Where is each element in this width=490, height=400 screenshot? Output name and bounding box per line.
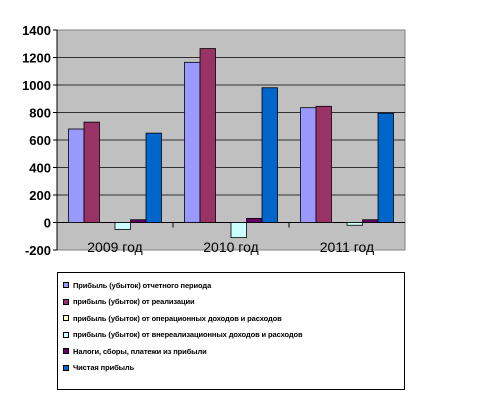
legend-swatch <box>63 331 69 338</box>
category-label: 2011 год <box>320 239 374 255</box>
bar <box>145 132 162 223</box>
legend-item: Чистая прибыль <box>63 361 134 375</box>
y-tick-label: 1000 <box>22 78 51 93</box>
category-label: 2010 год <box>203 239 258 255</box>
y-tick-label: 200 <box>29 188 51 203</box>
y-tick-label: 1400 <box>22 23 51 38</box>
bar <box>315 105 332 223</box>
legend-label: Прибыль (убыток) отчетного периода <box>73 280 212 290</box>
y-tick-label: 0 <box>44 216 51 231</box>
bar <box>246 217 263 223</box>
bar <box>199 48 216 223</box>
y-tick-label: 1200 <box>22 51 51 66</box>
legend-item: Налоги, сборы, платежи из прибыли <box>63 344 207 358</box>
bar <box>362 219 379 223</box>
legend-item: прибыль (убыток) от внереализационных до… <box>63 328 303 342</box>
y-tick-label: 600 <box>29 133 51 148</box>
y-tick-label: 400 <box>29 161 51 176</box>
y-tick-label: 800 <box>29 106 51 121</box>
legend-item: Прибыль (убыток) отчетного периода <box>63 278 211 292</box>
legend-label: прибыль (убыток) от реализации <box>73 297 195 306</box>
bar <box>130 219 147 223</box>
legend-swatch <box>63 298 69 305</box>
chart-legend: Прибыль (убыток) отчетного периода прибыл… <box>57 272 405 390</box>
y-tick-label: -200 <box>25 243 51 258</box>
legend-swatch <box>63 315 69 321</box>
legend-label: прибыль (убыток) от внереализационных до… <box>73 330 303 339</box>
legend-item: прибыль (убыток) от реализации <box>63 295 195 309</box>
bar <box>83 121 100 223</box>
bar <box>300 107 317 223</box>
legend-label: прибыль (убыток) от операционных доходов… <box>73 313 282 323</box>
bar <box>346 222 363 226</box>
bar <box>68 128 85 223</box>
legend-swatch <box>63 348 69 354</box>
category-label: 2009 год <box>87 239 142 255</box>
legend-label: Чистая прибыль <box>73 363 135 372</box>
bar <box>184 61 201 223</box>
legend-swatch <box>63 364 69 371</box>
bar <box>230 222 247 239</box>
legend-label: Налоги, сборы, платежи из прибыли <box>73 346 207 356</box>
legend-item: прибыль (убыток) от операционных доходов… <box>63 311 282 325</box>
bar <box>261 87 278 223</box>
bar <box>114 222 131 230</box>
chart-svg: -200 0 200 400 600 800 1000 1200 1400 2009 год 201… <box>22 23 406 258</box>
legend-swatch <box>63 282 69 288</box>
bar <box>377 112 394 223</box>
